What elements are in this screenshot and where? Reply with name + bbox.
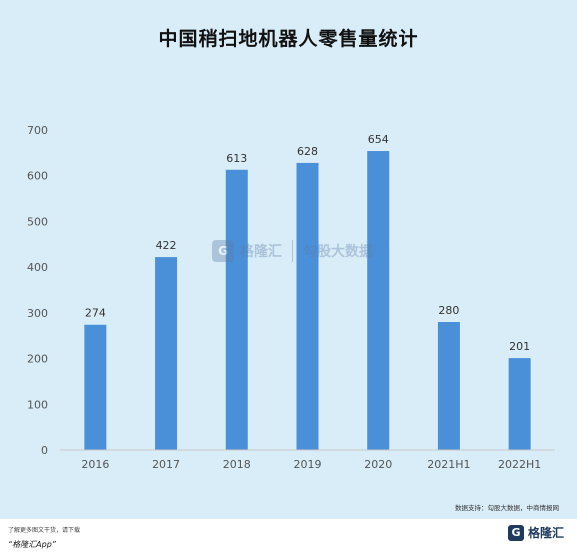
y-tick-label: 300 [27, 307, 48, 320]
footer-promo: 了解更多图文干货，请下载 “格隆汇App” [8, 524, 80, 552]
bar-2016 [84, 324, 107, 450]
brand-name: 格隆汇 [528, 526, 565, 540]
bar-value-label: 280 [438, 304, 459, 317]
bar-chart: 0 100 200 300 400 500 600 700 274 422 613 628 654 28… [27, 124, 555, 471]
x-tick-label: 2021H1 [427, 458, 470, 471]
bar-value-label: 613 [226, 152, 247, 165]
watermark-logo-icon: G [212, 240, 234, 262]
y-tick-label: 500 [27, 215, 48, 228]
bar-2018 [225, 169, 248, 450]
bar-2021H1 [437, 322, 460, 450]
data-source-note: 数据支持：勾股大数据，中商情报网 [455, 504, 559, 512]
watermark-divider [292, 240, 293, 262]
y-axis: 0 100 200 300 400 500 600 700 [27, 124, 48, 457]
bar-2017 [155, 257, 178, 450]
x-tick-label: 2022H1 [498, 458, 541, 471]
y-tick-label: 200 [27, 353, 48, 366]
x-tick-label: 2018 [223, 458, 251, 471]
bars: 274 422 613 628 654 280 201 [84, 133, 531, 450]
y-tick-label: 0 [41, 444, 48, 457]
x-tick-label: 2016 [81, 458, 109, 471]
y-tick-label: 600 [27, 170, 48, 183]
x-axis: 2016 2017 2018 2019 2020 2021H1 2022H1 [60, 449, 555, 471]
bar-value-label: 654 [368, 133, 389, 146]
watermark-brand: 格隆汇 [240, 244, 282, 260]
x-tick-label: 2019 [294, 458, 322, 471]
watermark: G 格隆汇 勾股大数据 [212, 240, 373, 262]
bar-2022H1 [508, 358, 531, 450]
y-tick-label: 700 [27, 124, 48, 137]
bar-value-label: 274 [85, 307, 106, 320]
y-tick-label: 400 [27, 261, 48, 274]
footer-app-name: “格隆汇App” [8, 540, 56, 549]
chart-title: 中国稍扫地机器人零售量统计 [158, 28, 419, 50]
x-tick-label: 2017 [152, 458, 180, 471]
footer-logo: G 格隆汇 [508, 524, 564, 541]
bar-value-label: 201 [509, 340, 530, 353]
bar-value-label: 628 [297, 145, 318, 158]
footer-promo-line: 了解更多图文干货，请下载 [8, 527, 81, 534]
bar-2019 [296, 162, 319, 450]
brand-logo-icon: G [508, 524, 524, 541]
watermark-partner: 勾股大数据 [303, 244, 373, 260]
bar-value-label: 422 [156, 239, 177, 252]
y-tick-label: 100 [27, 398, 48, 411]
bar-2020 [367, 151, 390, 450]
x-tick-label: 2020 [364, 458, 392, 471]
